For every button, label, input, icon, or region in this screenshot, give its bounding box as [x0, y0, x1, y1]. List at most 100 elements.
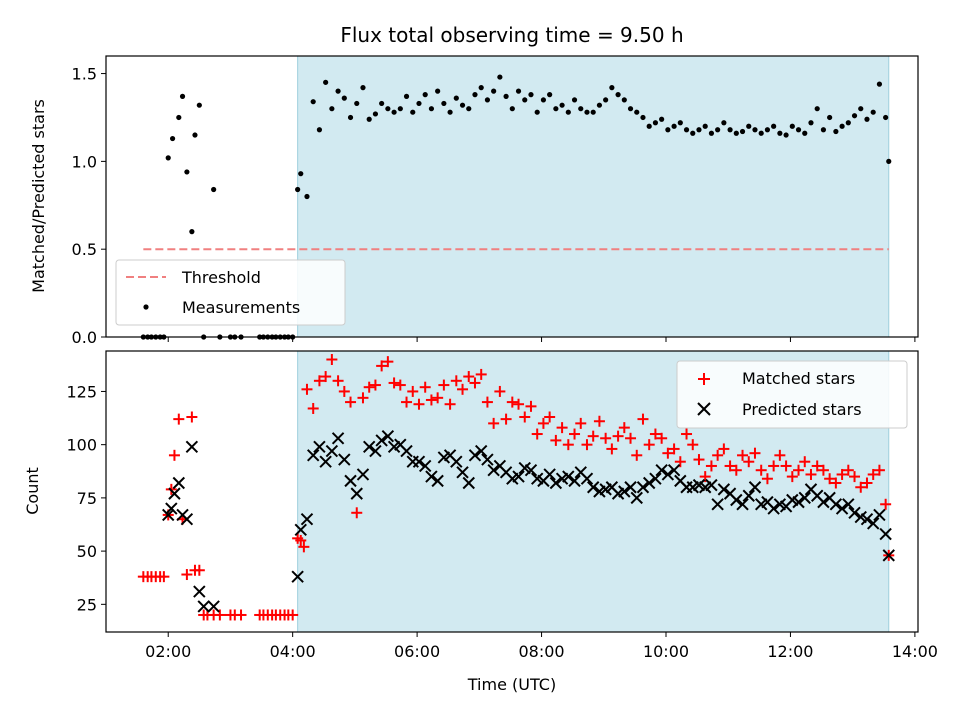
measurements-point	[646, 123, 652, 129]
predicted-stars-point	[381, 429, 395, 443]
predicted-stars-point	[369, 444, 382, 458]
measurements-point	[366, 116, 372, 122]
predicted-stars-point	[375, 434, 388, 447]
x-axis-label: Time (UTC)	[467, 675, 556, 694]
predicted-stars-point	[450, 455, 463, 468]
matched-stars-point	[569, 428, 581, 440]
measurements-point	[410, 109, 416, 115]
legend-measurements-marker	[143, 304, 149, 310]
matched-stars-point	[320, 371, 332, 383]
bottom-x-tick-label: 14:00	[892, 642, 938, 661]
predicted-stars-point	[649, 472, 662, 485]
measurements-point	[615, 92, 621, 98]
measurements-point	[472, 92, 478, 98]
measurements-point	[659, 116, 665, 122]
matched-stars-point	[369, 379, 381, 391]
matched-stars-point	[643, 439, 655, 451]
matched-stars-point	[842, 464, 854, 476]
matched-stars-point	[214, 609, 226, 621]
measurements-point	[509, 106, 515, 112]
matched-stars-point	[463, 371, 475, 383]
matched-stars-point	[743, 456, 755, 468]
measurements-point	[845, 120, 851, 126]
matched-stars-point	[307, 402, 319, 414]
matched-stars-point	[332, 375, 344, 387]
measurements-point	[886, 158, 892, 164]
measurements-point	[341, 95, 347, 101]
matched-stars-point	[287, 609, 299, 621]
matched-stars-point	[438, 379, 450, 391]
predicted-stars-point	[730, 493, 743, 507]
predicted-stars-point	[748, 481, 762, 494]
matched-stars-point	[867, 468, 879, 480]
matched-stars-point	[338, 385, 350, 397]
predicted-stars-point	[860, 512, 874, 526]
predicted-stars-point	[306, 449, 320, 462]
predicted-stars-point	[313, 440, 326, 454]
measurements-point	[671, 123, 677, 129]
matched-stars-point	[593, 415, 605, 427]
measurements-point	[864, 116, 870, 122]
predicted-stars-point	[207, 600, 220, 613]
predicted-stars-point	[524, 464, 538, 477]
predicted-stars-point	[742, 489, 755, 502]
predicted-stars-point	[180, 512, 194, 526]
measurements-point	[310, 99, 316, 105]
predicted-stars-point	[792, 495, 805, 509]
predicted-stars-point	[512, 470, 525, 483]
top-legend: Threshold Measurements	[115, 259, 346, 326]
measurements-point	[379, 100, 385, 107]
matched-stars-point	[500, 413, 512, 425]
predicted-stars-point	[193, 585, 206, 598]
measurements-point	[295, 186, 301, 193]
matched-stars-point	[880, 498, 892, 510]
matched-stars-point	[513, 398, 525, 410]
predicted-stars-point	[462, 476, 475, 490]
measurements-point	[196, 102, 202, 108]
matched-stars-point	[817, 464, 829, 476]
predicted-stars-point	[642, 476, 656, 490]
legend-predicted-marker	[697, 402, 711, 416]
measurements-point	[422, 92, 428, 98]
matched-stars-point	[531, 428, 543, 440]
matched-stars-point	[705, 460, 717, 472]
bottom-y-axis-label: Count	[23, 467, 42, 515]
measurements-point	[385, 106, 391, 112]
matched-stars-point	[656, 432, 668, 444]
matched-stars-point	[755, 464, 767, 476]
matched-stars-point	[556, 422, 568, 434]
measurements-point	[372, 111, 379, 117]
bottom-y-tick-label: 50	[77, 542, 97, 561]
predicted-stars-point	[325, 444, 339, 458]
measurements-point	[596, 102, 603, 108]
matched-stars-point	[173, 413, 185, 425]
measurements-point	[571, 97, 578, 103]
bottom-legend: Matched stars Predicted stars	[676, 360, 908, 429]
measurements-point	[304, 193, 310, 200]
matched-stars-point	[780, 460, 792, 472]
matched-stars-point	[768, 460, 780, 472]
measurements-point	[851, 113, 858, 119]
measurements-point	[665, 127, 671, 133]
measurements-point	[621, 97, 627, 103]
predicted-stars-point	[866, 517, 880, 530]
measurements-point	[702, 123, 708, 129]
predicted-stars-point	[185, 440, 199, 454]
measurements-point	[323, 79, 329, 85]
top-observing-window	[297, 55, 890, 338]
matched-stars-point	[730, 464, 742, 476]
matched-stars-point	[649, 428, 661, 440]
bottom-y-tick-label: 100	[66, 436, 97, 455]
matched-stars-point	[718, 443, 730, 455]
predicted-stars-point	[624, 481, 637, 494]
matched-stars-point	[295, 534, 307, 546]
measurements-point	[578, 106, 584, 112]
top-axes: 0.0 0.5 1.0 1.5	[72, 65, 916, 347]
predicted-stars-point	[835, 502, 849, 515]
matched-stars-point	[575, 417, 587, 429]
predicted-stars-point	[661, 468, 675, 481]
matched-stars-point	[699, 471, 711, 483]
measurements-point	[820, 127, 827, 133]
measurements-point	[721, 120, 727, 126]
top-plot-frame	[105, 55, 919, 338]
